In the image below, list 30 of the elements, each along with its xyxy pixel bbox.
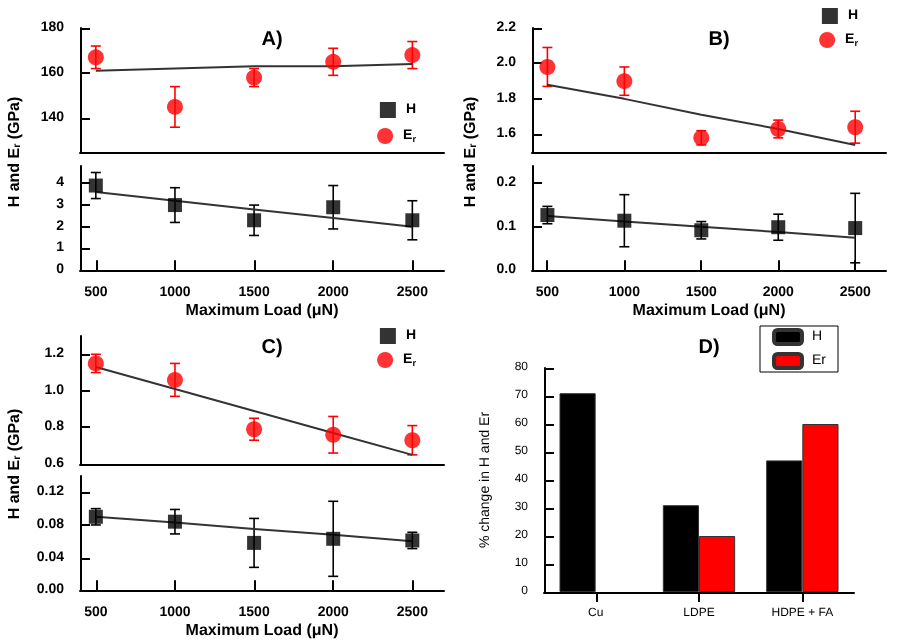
point (771, 220, 786, 235)
point (246, 421, 263, 438)
point (325, 53, 342, 70)
point (166, 98, 183, 115)
chart-title: B) (708, 29, 730, 51)
line-series (546, 83, 857, 146)
chart-title: C) (261, 337, 283, 359)
point (167, 198, 182, 213)
chart-title: A) (261, 29, 283, 51)
point (325, 426, 342, 443)
point (247, 535, 262, 550)
chart-title: D) (698, 337, 720, 359)
x-axis-title: Maximum Load (μN) (185, 621, 340, 639)
point (247, 213, 262, 228)
point (847, 119, 864, 136)
point (88, 178, 103, 193)
point (404, 432, 421, 449)
point (616, 73, 633, 90)
point (617, 213, 632, 228)
point (167, 514, 182, 529)
point (404, 47, 421, 64)
point (87, 49, 104, 66)
x-axis-title: Maximum Load (μN) (185, 301, 340, 319)
point (166, 371, 183, 388)
point (539, 58, 556, 75)
point (848, 221, 863, 236)
x-axis-title: Maximum Load (μN) (632, 301, 787, 319)
point (326, 531, 341, 546)
point (326, 200, 341, 215)
point (405, 213, 420, 228)
